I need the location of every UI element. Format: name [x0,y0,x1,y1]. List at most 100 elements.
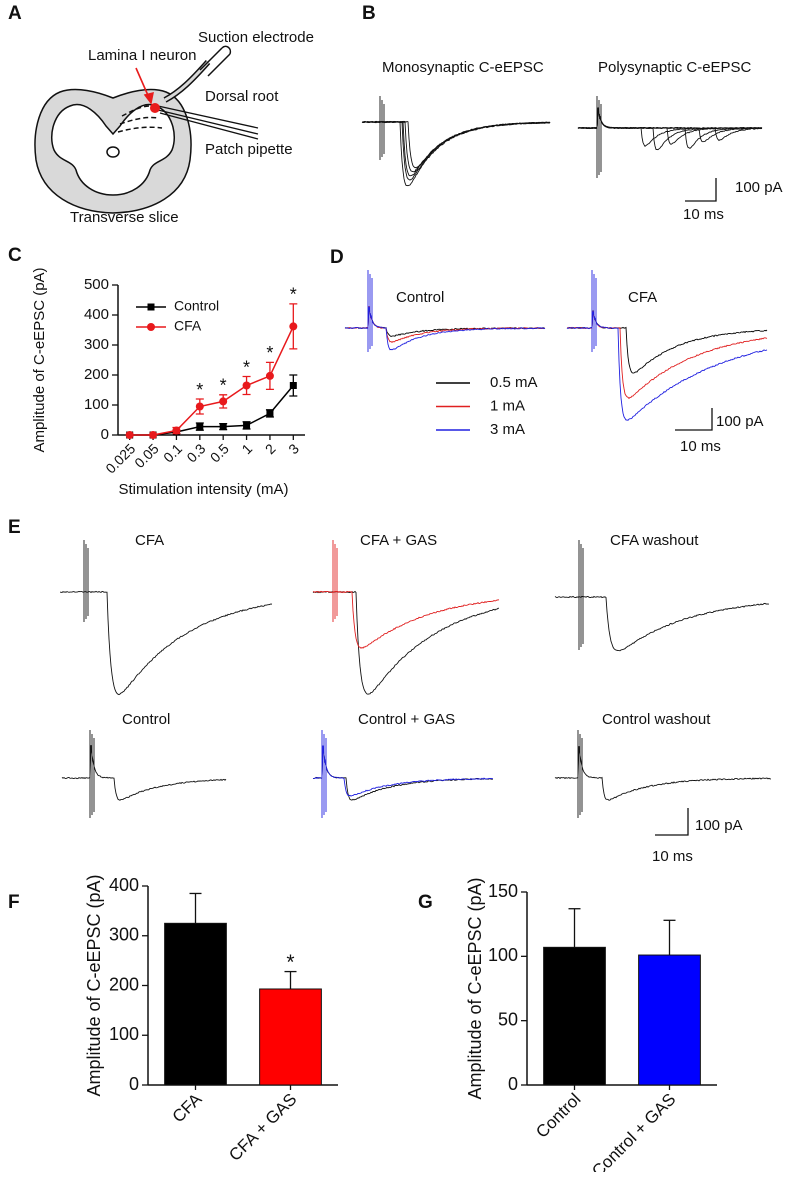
stim-artifact [591,270,597,352]
panel-letter: C [8,245,22,266]
panel-letter: F [8,892,20,913]
trace-title: CFA washout [610,532,699,549]
legend-label: 1 mA [490,397,525,414]
marker [289,382,297,389]
trace [554,746,771,801]
y-tick-label: 200 [109,974,139,994]
stim-artifact [89,730,95,818]
x-tick-label: 3 [285,440,302,457]
scale-bar [655,808,689,836]
bar [259,988,322,1086]
stim-artifact [578,540,584,650]
marker [125,431,134,439]
scale-label: 100 pA [716,413,764,430]
marker [243,421,251,429]
diagram-label: Transverse slice [70,209,179,226]
y-tick-label: 400 [109,875,139,895]
trace [60,590,273,696]
panel-letter: B [362,3,376,24]
y-tick-label: 50 [498,1009,518,1029]
diagram-label: Patch pipette [205,141,293,158]
spinal-cord-diagram [34,45,259,214]
legend-label: CFA [174,318,202,334]
legend-label: 3 mA [490,421,525,438]
x-axis-label: Stimulation intensity (mA) [118,481,288,498]
marker [242,381,251,390]
marker [266,409,274,417]
trace [312,590,500,649]
x-tick-label: 0.3 [183,440,208,465]
panel-letter: A [8,3,22,24]
significance-marker: * [196,380,203,400]
significance-marker: * [290,285,297,305]
stim-artifact [379,96,385,160]
x-tick-label: 0.1 [160,440,185,465]
trace-title: Monosynaptic C-eEPSC [382,59,544,76]
scale-label: 100 pA [695,817,743,834]
trace-title: Polysynaptic C-eEPSC [598,59,752,76]
y-tick-label: 150 [488,881,518,901]
y-tick-label: 100 [109,1024,139,1044]
legend-marker [147,323,155,331]
y-tick-label: 200 [84,366,109,383]
y-axis-label: Amplitude of C-eEPSC (pA) [465,877,485,1099]
marker [219,397,228,406]
bar [638,954,701,1086]
x-tick-label: 0.05 [131,440,162,471]
trace [312,745,494,801]
y-tick-label: 0 [101,426,109,443]
stim-artifact [577,730,583,818]
panel-letter: E [8,517,21,538]
significance-marker: * [266,343,273,363]
y-tick-label: 0 [508,1074,518,1094]
stim-artifact [596,96,602,178]
panel-letter: G [418,892,433,913]
trace-title: Control + GAS [358,711,455,728]
y-axis-label: Amplitude of C-eEPSC (pA) [84,874,104,1096]
panel-letter: D [330,247,344,268]
trace [566,311,768,421]
scale-bar [685,178,717,202]
y-tick-label: 500 [84,276,109,293]
y-tick-label: 100 [488,945,518,965]
significance-marker: * [243,357,250,377]
diagram-label: Suction electrode [198,29,314,46]
bar [164,922,227,1086]
trace-title: Control [396,289,444,306]
trace [566,310,768,374]
diagram-label: Dorsal root [205,88,279,105]
scale-label: 10 ms [680,438,721,455]
x-tick-label: 1 [238,440,255,457]
trace [362,120,551,187]
bar [543,946,606,1086]
trace-title: CFA + GAS [360,532,437,549]
x-tick-label: CFA [169,1089,206,1126]
scale-bar [675,408,713,431]
trace-title: Control washout [602,711,711,728]
trace [313,745,494,797]
scale-label: 100 pA [735,179,783,196]
trace-title: CFA [135,532,164,549]
x-tick-label: Control [532,1090,584,1142]
y-tick-label: 300 [84,336,109,353]
legend-marker [147,303,155,311]
significance-marker: * [220,376,227,396]
marker [149,431,158,439]
scale-label: 10 ms [683,206,724,223]
trace-title: Control [122,711,170,728]
trace [577,108,763,142]
y-tick-label: 0 [129,1074,139,1094]
significance-marker: * [286,951,294,974]
x-tick-label: 2 [262,440,279,457]
trace-title: CFA [628,289,657,306]
trace [61,745,227,801]
x-tick-label: 0.5 [207,440,232,465]
marker [265,371,274,380]
marker [196,423,204,431]
legend-label: 0.5 mA [490,374,538,391]
marker [172,426,181,435]
marker [289,322,298,331]
y-tick-label: 100 [84,396,109,413]
y-axis-label: Amplitude of C-eEPSC (pA) [31,267,48,452]
